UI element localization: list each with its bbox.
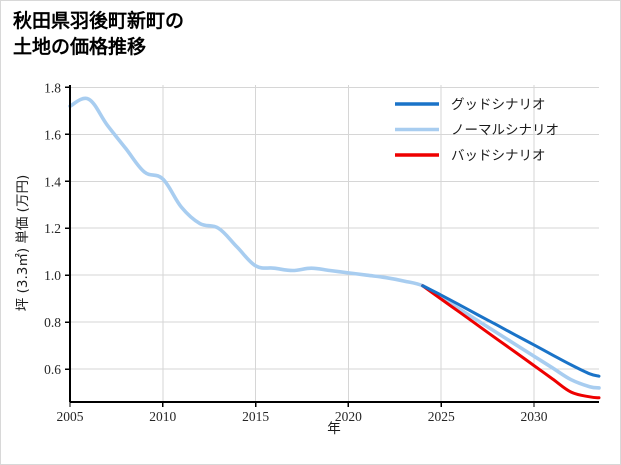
y-tick-label: 1.6 [44, 127, 61, 142]
legend-label: バッドシナリオ [451, 148, 546, 164]
y-tick-label: 1.4 [44, 174, 61, 189]
y-tick-label: 1.0 [44, 268, 61, 283]
y-tick-label: 1.8 [44, 80, 61, 95]
y-tick-label: 0.8 [44, 315, 61, 330]
x-tick-label: 2025 [428, 409, 455, 424]
y-tick-label: 1.2 [44, 221, 61, 236]
x-tick-label: 2030 [521, 409, 548, 424]
x-axis-title: 年 [327, 421, 341, 437]
series-line-normal [68, 96, 601, 390]
page-title: 秋田県羽後町新町の 土地の価格推移 [13, 11, 185, 58]
x-tick-label: 2020 [335, 409, 362, 424]
legend-label: グッドシナリオ [451, 97, 546, 113]
axis-ticks [65, 86, 535, 407]
y-tick-labels: 0.6 0.8 1.0 1.2 1.4 1.6 1.8 [44, 80, 61, 377]
x-tick-label: 2010 [149, 409, 176, 424]
series-line-good [421, 284, 601, 378]
y-tick-label: 0.6 [44, 362, 61, 377]
series-line-bad [421, 284, 601, 400]
x-tick-label: 2015 [242, 409, 269, 424]
legend-label: ノーマルシナリオ [451, 123, 559, 139]
y-axis-title: 坪 (3.3㎡) 単価 (万円) [15, 175, 31, 311]
x-tick-label: 2005 [57, 409, 84, 424]
x-tick-labels: 2005 2010 2015 2020 2025 2030 [57, 409, 548, 424]
axis-spines [68, 85, 599, 404]
series-lines [68, 96, 601, 400]
